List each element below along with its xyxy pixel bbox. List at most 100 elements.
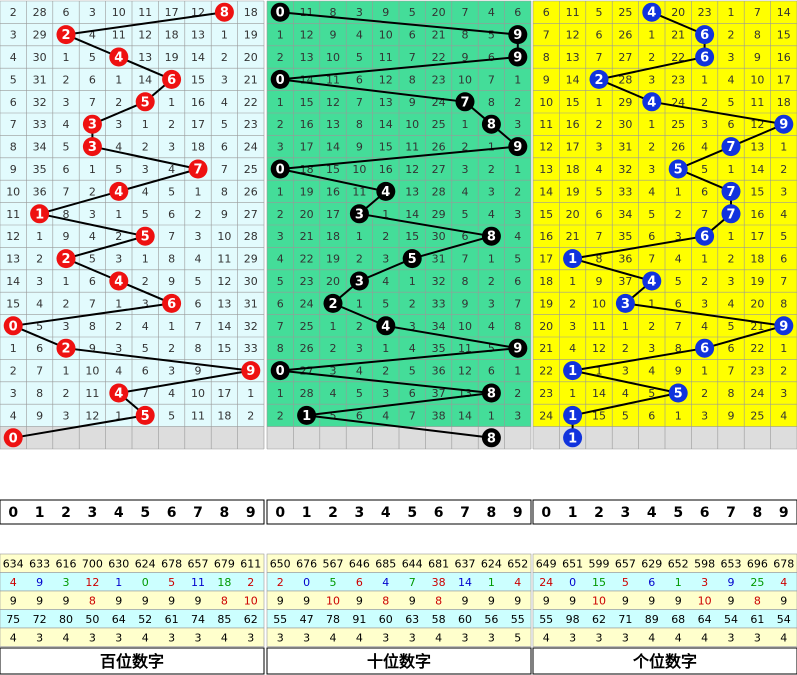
omission-value: 8 xyxy=(596,253,603,266)
stat-value: 0 xyxy=(142,576,149,589)
omission-value: 8 xyxy=(780,297,787,310)
stat-value: 653 xyxy=(721,558,742,571)
omission-value: 10 xyxy=(326,51,340,64)
omission-value: 22 xyxy=(432,51,446,64)
omission-value: 25 xyxy=(671,118,685,131)
omission-value: 12 xyxy=(458,365,472,378)
omission-value: 8 xyxy=(462,29,469,42)
omission-value: 4 xyxy=(115,365,122,378)
omission-value: 3 xyxy=(277,141,284,154)
stat-value: 3 xyxy=(89,632,96,645)
omission-value: 3 xyxy=(89,6,96,19)
draw-ball-label: 5 xyxy=(141,409,150,424)
stat-value: 629 xyxy=(641,558,662,571)
omission-value: 13 xyxy=(539,163,553,176)
omission-value: 1 xyxy=(382,208,389,221)
omission-value: 5 xyxy=(89,253,96,266)
omission-value: 17 xyxy=(750,230,764,243)
omission-value: 2 xyxy=(10,365,17,378)
omission-value: 3 xyxy=(168,365,175,378)
panel-title: 个位数字 xyxy=(632,652,697,671)
draw-ball xyxy=(455,92,475,112)
omission-value: 5 xyxy=(277,275,284,288)
omission-value: 1 xyxy=(648,29,655,42)
omission-value: 35 xyxy=(432,342,446,355)
omission-value: 10 xyxy=(6,185,20,198)
omission-value: 10 xyxy=(85,365,99,378)
omission-value: 23 xyxy=(244,118,258,131)
omission-value: 4 xyxy=(514,230,521,243)
omission-value: 9 xyxy=(63,230,70,243)
omission-value: 30 xyxy=(33,51,47,64)
omission-value: 2 xyxy=(168,118,175,131)
stat-value: 651 xyxy=(562,558,583,571)
digit-header: 1 xyxy=(302,505,312,521)
draw-ball xyxy=(481,226,501,246)
stat-value: 24 xyxy=(539,576,553,589)
draw-ball-label: 4 xyxy=(647,6,656,21)
draw-ball xyxy=(135,226,155,246)
omission-value: 6 xyxy=(89,73,96,86)
omission-value: 7 xyxy=(728,365,735,378)
omission-value: 28 xyxy=(33,6,47,19)
draw-ball-label: 8 xyxy=(487,118,496,133)
omission-value: 14 xyxy=(750,163,764,176)
omission-value: 20 xyxy=(300,208,314,221)
omission-value: 1 xyxy=(780,342,787,355)
omission-value: 15 xyxy=(777,29,791,42)
stat-value: 71 xyxy=(618,613,632,626)
omission-value: 7 xyxy=(596,51,603,64)
omission-value: 2 xyxy=(780,163,787,176)
stat-value: 7 xyxy=(409,576,416,589)
omission-value: 2 xyxy=(247,409,254,422)
omission-value: 34 xyxy=(33,141,47,154)
omission-value: 8 xyxy=(221,185,228,198)
omission-value: 14 xyxy=(138,73,152,86)
omission-value: 2 xyxy=(277,51,284,64)
stat-value: 4 xyxy=(63,632,70,645)
draw-ball xyxy=(481,114,501,134)
omission-value: 6 xyxy=(648,409,655,422)
omission-value: 5 xyxy=(168,185,175,198)
stat-value: 9 xyxy=(648,595,655,608)
draw-ball xyxy=(162,69,182,89)
omission-value: 4 xyxy=(356,29,363,42)
omission-value: 16 xyxy=(539,230,553,243)
stat-value: 3 xyxy=(277,632,284,645)
omission-value: 16 xyxy=(566,118,580,131)
omission-value: 9 xyxy=(330,29,337,42)
stat-value: 5 xyxy=(330,576,337,589)
omission-value: 1 xyxy=(277,96,284,109)
stat-value: 3 xyxy=(168,632,175,645)
digit-header: 3 xyxy=(355,505,365,521)
omission-value: 7 xyxy=(780,275,787,288)
draw-ball xyxy=(668,383,688,403)
omission-value: 2 xyxy=(701,275,708,288)
omission-value: 2 xyxy=(569,297,576,310)
omission-value: 4 xyxy=(115,141,122,154)
draw-ball xyxy=(695,226,715,246)
omission-value: 1 xyxy=(596,365,603,378)
omission-value: 5 xyxy=(409,365,416,378)
draw-ball xyxy=(323,293,343,313)
omission-value: 1 xyxy=(330,320,337,333)
stat-value: 4 xyxy=(780,632,787,645)
omission-value: 19 xyxy=(566,185,580,198)
digit-header: 6 xyxy=(434,505,444,521)
omission-value: 1 xyxy=(142,118,149,131)
omission-value: 1 xyxy=(701,365,708,378)
omission-value: 5 xyxy=(356,51,363,64)
draw-ball xyxy=(508,338,528,358)
stat-value: 9 xyxy=(303,595,310,608)
draw-ball-label: 0 xyxy=(276,364,285,379)
omission-value: 1 xyxy=(488,409,495,422)
stat-value: 61 xyxy=(750,613,764,626)
omission-value: 3 xyxy=(622,365,629,378)
omission-value: 11 xyxy=(379,51,393,64)
omission-value: 5 xyxy=(36,320,43,333)
omission-value: 12 xyxy=(539,141,553,154)
omission-value: 3 xyxy=(36,275,43,288)
draw-ball-label: 7 xyxy=(726,185,735,200)
omission-value: 23 xyxy=(539,387,553,400)
